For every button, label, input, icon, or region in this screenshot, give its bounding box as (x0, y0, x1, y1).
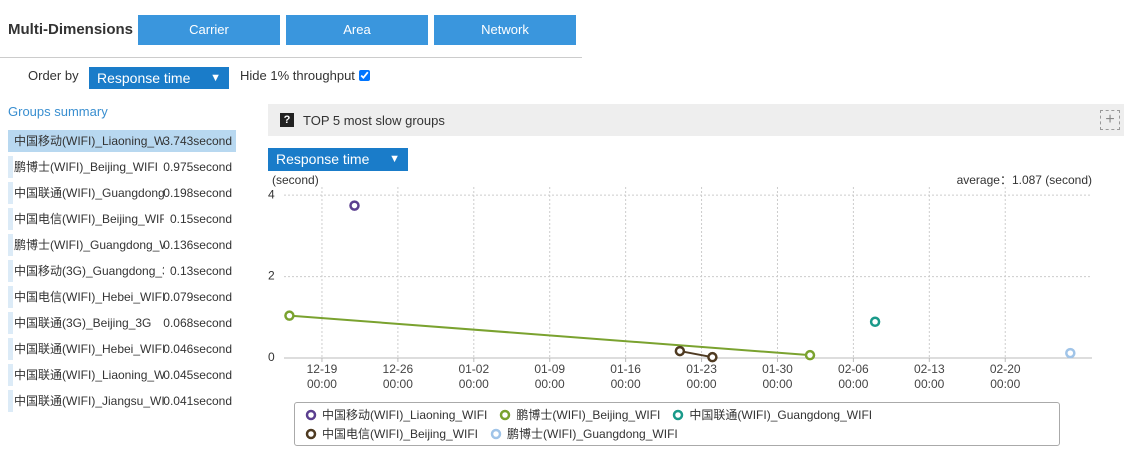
series-line (679, 350, 713, 359)
group-name: 中国电信(WIFI)_Beijing_WIFI (14, 212, 164, 226)
legend-label: 鹏博士(WIFI)_Guangdong_WIFI (507, 427, 678, 441)
group-value: 0.046second (163, 342, 232, 356)
group-name: 中国移动(3G)_Guangdong_3G (14, 264, 164, 278)
group-item[interactable]: 鹏博士(WIFI)_Beijing_WIFI 0.975second (8, 156, 236, 178)
y-tick-label: 0 (268, 350, 275, 364)
group-name: 鹏博士(WIFI)_Beijing_WIFI (14, 160, 159, 174)
hide-label: Hide 1% throughput (240, 68, 355, 83)
legend-marker (500, 409, 511, 420)
metric-select[interactable]: Response time ▼ (268, 148, 408, 171)
group-item[interactable]: 中国联通(WIFI)_Liaoning_WIFI 0.045second (8, 364, 236, 386)
panel-header: ? TOP 5 most slow groups + (268, 104, 1124, 136)
hide-checkbox[interactable] (358, 70, 370, 81)
x-tick-label: 02-06 00:00 (838, 362, 869, 391)
groups-title: Groups summary (8, 104, 108, 119)
x-tick-label: 01-23 00:00 (686, 362, 717, 391)
divider (0, 57, 582, 58)
x-tick-label: 12-19 00:00 (306, 362, 338, 391)
group-value: 0.198second (163, 186, 232, 200)
group-name: 中国联通(WIFI)_Guangdong_WIFI (14, 186, 164, 200)
legend-marker (490, 428, 502, 439)
chart-svg: (second) average：1.087 (second) 0 2 4 (268, 173, 1092, 364)
data-point (707, 351, 718, 363)
order-by-select[interactable]: Response time ▼ (89, 67, 229, 89)
x-tick-label: 01-30 00:00 (762, 362, 793, 391)
tab-button[interactable]: Network (434, 15, 576, 45)
data-point (674, 345, 686, 357)
legend-item[interactable]: 中国移动(WIFI)_Liaoning_WIFI (303, 405, 487, 424)
group-value: 0.041second (163, 394, 232, 408)
legend-item[interactable]: 鹏博士(WIFI)_Beijing_WIFI (497, 405, 660, 424)
metric-value: Response time (276, 151, 370, 167)
group-name: 中国联通(3G)_Beijing_3G (14, 316, 152, 330)
x-tick-label: 01-09 00:00 (534, 362, 566, 391)
group-name: 中国联通(WIFI)_Jiangsu_WIFI (14, 394, 164, 408)
tab-button[interactable]: Carrier (138, 15, 280, 45)
group-value: 0.15second (169, 212, 232, 226)
legend-item[interactable]: 中国电信(WIFI)_Beijing_WIFI (303, 424, 478, 443)
group-name: 鹏博士(WIFI)_Guangdong_WIFI (14, 238, 164, 252)
legend-label: 中国联通(WIFI)_Guangdong_WIFI (689, 408, 873, 422)
group-value: 3.743second (163, 134, 232, 148)
x-tick-label: 01-16 00:00 (610, 362, 641, 391)
group-name: 中国联通(WIFI)_Liaoning_WIFI (14, 368, 164, 382)
group-item[interactable]: 中国联通(WIFI)_Jiangsu_WIFI 0.041second (8, 390, 236, 412)
legend-label: 鹏博士(WIFI)_Beijing_WIFI (516, 408, 661, 422)
panel-title: TOP 5 most slow groups (303, 113, 445, 128)
series-line (289, 314, 811, 357)
data-point (869, 316, 881, 328)
data-point (804, 349, 816, 361)
group-item[interactable]: 中国移动(WIFI)_Liaoning_WIFI 3.743second (8, 130, 236, 152)
legend-marker (305, 428, 317, 439)
legend-item[interactable]: 中国联通(WIFI)_Guangdong_WIFI (670, 405, 872, 424)
hide-option: Hide 1% throughput (240, 68, 370, 83)
group-value: 0.136second (163, 238, 232, 252)
group-item[interactable]: 中国移动(3G)_Guangdong_3G 0.13second (8, 260, 236, 282)
legend-item[interactable]: 鹏博士(WIFI)_Guangdong_WIFI (488, 424, 678, 443)
data-point (284, 310, 295, 321)
x-tick-label: 12-26 00:00 (382, 362, 414, 391)
order-by-label: Order by (28, 68, 79, 83)
group-name: 中国联通(WIFI)_Hebei_WIFI (14, 342, 164, 356)
legend: 中国移动(WIFI)_Liaoning_WIFI 鹏博士(WIFI)_Beijin… (294, 402, 1060, 446)
y-tick-label: 2 (268, 269, 275, 283)
help-icon[interactable]: ? (280, 113, 294, 127)
chart: (second) average：1.087 (second) 0 2 4 12-1… (268, 173, 1124, 400)
x-tick-label: 01-02 00:00 (458, 362, 490, 391)
group-value: 0.13second (169, 264, 232, 278)
legend-marker (673, 409, 684, 420)
group-item[interactable]: 中国联通(WIFI)_Hebei_WIFI 0.046second (8, 338, 236, 360)
y-tick-label: 4 (268, 187, 275, 201)
data-point (349, 200, 360, 211)
group-item[interactable]: 中国电信(WIFI)_Hebei_WIFI 0.079second (8, 286, 236, 308)
page-title: Multi-Dimensions (8, 21, 134, 38)
legend-marker (305, 409, 317, 420)
order-by-value: Response time (97, 70, 191, 86)
x-tick-label: 02-13 00:00 (913, 362, 945, 391)
data-point (1065, 347, 1076, 359)
group-value: 0.068second (163, 316, 232, 330)
expand-button[interactable]: + (1100, 110, 1120, 130)
tab-button[interactable]: Area (286, 15, 428, 45)
legend-label: 中国电信(WIFI)_Beijing_WIFI (322, 427, 479, 441)
group-name: 中国移动(WIFI)_Liaoning_WIFI (14, 134, 164, 148)
group-item[interactable]: 中国电信(WIFI)_Beijing_WIFI 0.15second (8, 208, 236, 230)
y-axis-label: (second) (272, 175, 319, 187)
group-name: 中国电信(WIFI)_Hebei_WIFI (14, 290, 164, 304)
x-tick-label: 02-20 00:00 (989, 362, 1021, 391)
group-value: 0.975second (163, 160, 232, 174)
legend-label: 中国移动(WIFI)_Liaoning_WIFI (322, 408, 488, 422)
group-item[interactable]: 中国联通(3G)_Beijing_3G 0.068second (8, 312, 236, 334)
group-value: 0.045second (163, 368, 232, 382)
average-label: average：1.087 (second) (957, 175, 1092, 187)
group-value: 0.079second (163, 290, 232, 304)
